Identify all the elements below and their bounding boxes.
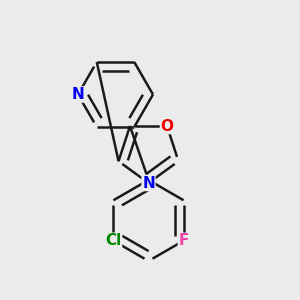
Text: Cl: Cl (105, 233, 122, 248)
Text: F: F (178, 233, 189, 248)
Text: O: O (160, 118, 173, 134)
Text: N: N (72, 87, 84, 102)
Text: N: N (142, 176, 155, 190)
